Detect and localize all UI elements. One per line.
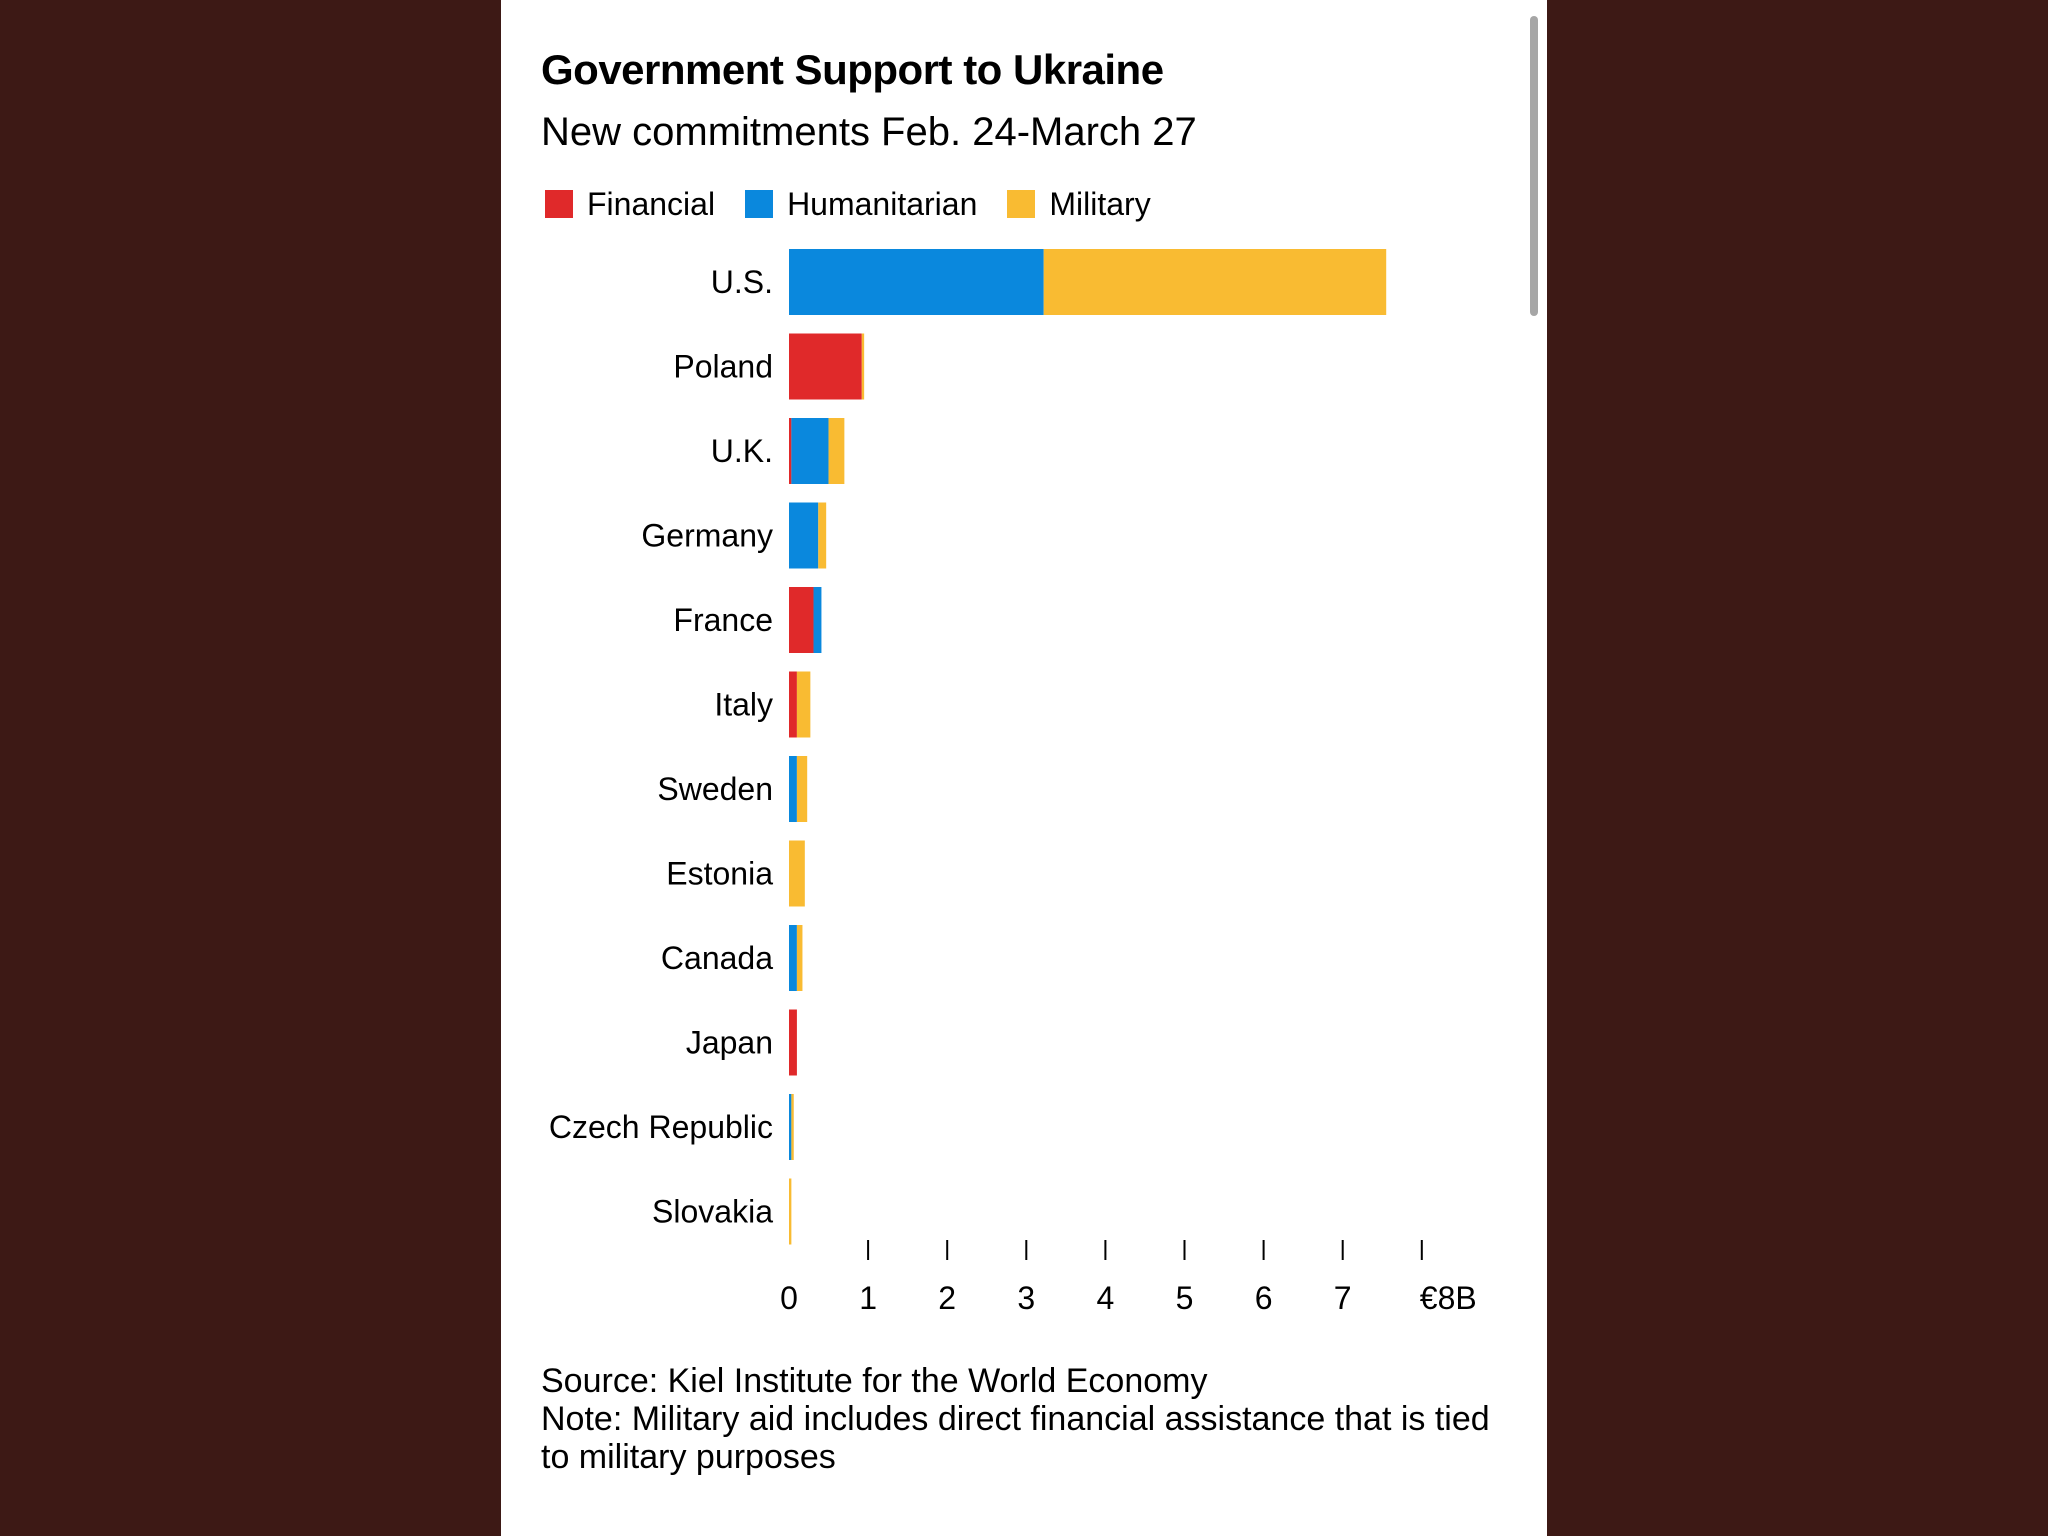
bar-france-financial xyxy=(789,587,814,653)
bar-canada-humanitarian xyxy=(789,925,797,991)
bar-u-s-military xyxy=(1043,249,1387,315)
category-label-u-s: U.S. xyxy=(711,264,773,300)
legend-item-military: Military xyxy=(1007,185,1151,223)
x-tick-label-5: 5 xyxy=(1176,1280,1194,1316)
bar-canada-military xyxy=(796,925,803,991)
source-text: Source: Kiel Institute for the World Eco… xyxy=(541,1362,1208,1400)
category-label-czech-republic: Czech Republic xyxy=(549,1109,773,1145)
bar-germany-humanitarian xyxy=(789,502,819,569)
legend-label-military: Military xyxy=(1049,185,1151,222)
legend-swatch-financial xyxy=(545,190,573,218)
bar-czech-republic-humanitarian xyxy=(789,1094,792,1160)
bar-u-k-military xyxy=(828,418,845,484)
scrollbar[interactable] xyxy=(1530,16,1538,316)
x-tick-label-4: 4 xyxy=(1097,1280,1115,1316)
bar-u-s-humanitarian xyxy=(789,249,1044,315)
note-text: Note: Military aid includes direct finan… xyxy=(541,1400,1490,1476)
chart-title: Government Support to Ukraine xyxy=(541,46,1164,93)
chart-subtitle: New commitments Feb. 24-March 27 xyxy=(541,110,1197,154)
category-label-japan: Japan xyxy=(686,1025,773,1061)
bar-sweden-military xyxy=(796,756,808,822)
bar-france-humanitarian xyxy=(813,587,822,653)
category-label-poland: Poland xyxy=(673,349,773,385)
category-label-slovakia: Slovakia xyxy=(652,1194,773,1230)
bar-u-k-humanitarian xyxy=(791,418,829,484)
bar-poland-military xyxy=(861,333,865,400)
category-label-sweden: Sweden xyxy=(657,771,773,807)
bar-japan-financial xyxy=(789,1009,797,1076)
legend-label-financial: Financial xyxy=(587,185,716,222)
x-tick-label-8: €8B xyxy=(1420,1280,1477,1316)
bar-germany-military xyxy=(818,502,827,569)
bar-slovakia-military xyxy=(789,1178,792,1245)
bar-poland-financial xyxy=(789,333,862,400)
legend-swatch-humanitarian xyxy=(745,190,774,218)
bar-estonia-military xyxy=(789,840,805,907)
x-tick-label-0: 0 xyxy=(780,1280,798,1316)
bar-sweden-humanitarian xyxy=(789,756,797,822)
legend-item-financial: Financial xyxy=(545,186,715,223)
category-label-france: France xyxy=(673,602,773,638)
bar-italy-military xyxy=(796,671,811,738)
category-label-italy: Italy xyxy=(714,687,773,723)
x-tick-label-2: 2 xyxy=(938,1280,956,1316)
x-tick-label-1: 1 xyxy=(859,1280,877,1316)
category-label-estonia: Estonia xyxy=(666,856,773,892)
bar-italy-financial xyxy=(789,671,797,738)
bar-czech-republic-military xyxy=(791,1094,794,1160)
legend-item-humanitarian: Humanitarian xyxy=(745,186,977,223)
x-tick-label-7: 7 xyxy=(1334,1280,1352,1316)
x-tick-label-6: 6 xyxy=(1255,1280,1273,1316)
bar-u-k-financial xyxy=(789,418,792,484)
legend: Financial Humanitarian Military xyxy=(545,184,1181,224)
legend-label-humanitarian: Humanitarian xyxy=(787,185,978,222)
chart-footer: Source: Kiel Institute for the World Eco… xyxy=(541,1362,1521,1476)
category-label-u-k: U.K. xyxy=(711,433,773,469)
legend-swatch-military xyxy=(1007,190,1036,218)
x-tick-label-3: 3 xyxy=(1017,1280,1035,1316)
category-label-germany: Germany xyxy=(641,518,773,554)
category-label-canada: Canada xyxy=(661,940,773,976)
